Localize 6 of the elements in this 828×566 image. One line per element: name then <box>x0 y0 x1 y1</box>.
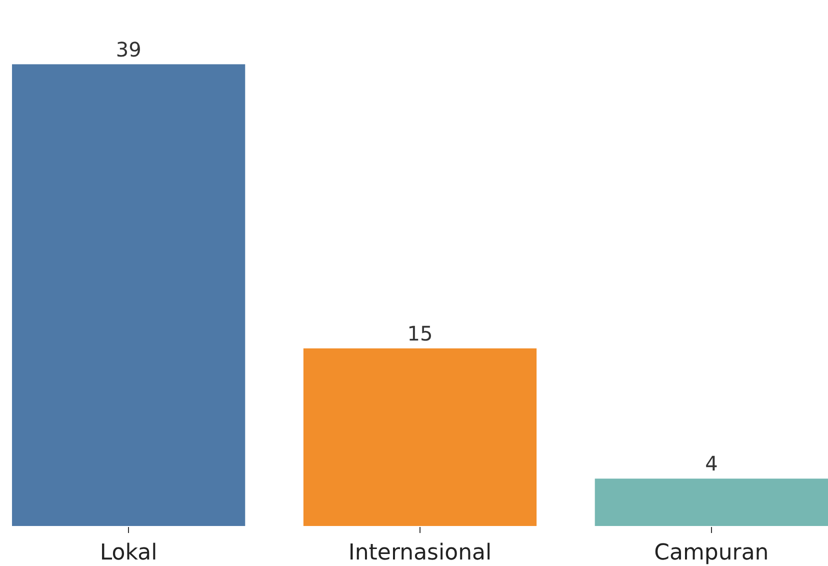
x-tick-label: Internasional <box>348 540 492 566</box>
x-tick-label: Campuran <box>654 540 769 566</box>
data-label: 15 <box>407 321 433 346</box>
data-label: 39 <box>116 37 142 62</box>
data-label: 4 <box>705 452 718 476</box>
x-tick-label: Lokal <box>100 540 158 566</box>
